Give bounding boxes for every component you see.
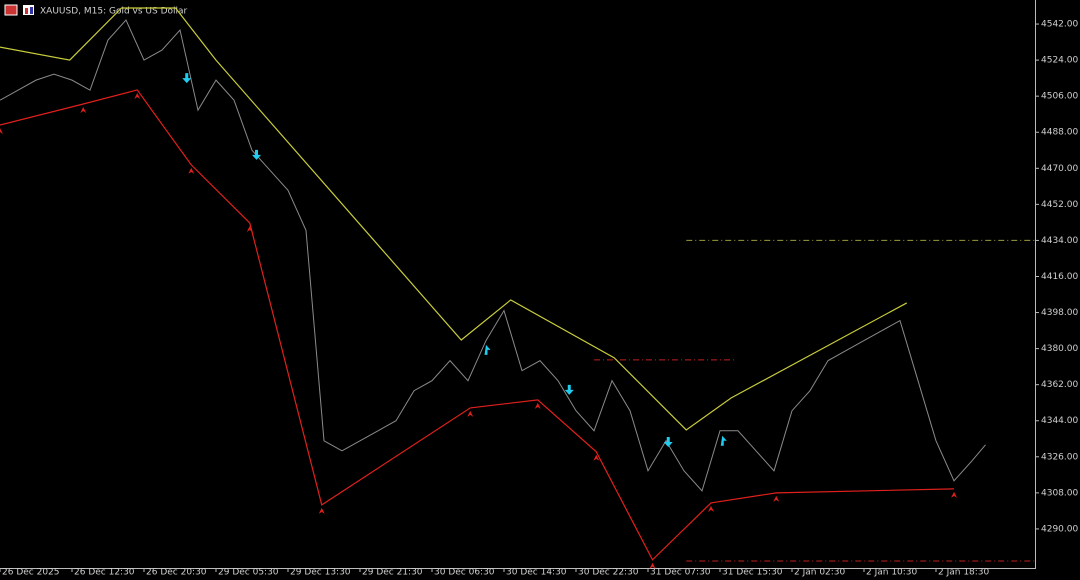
signal-arrow-up (720, 435, 727, 446)
y-tick-label: 4434.00 (1041, 236, 1078, 246)
y-tick-label: 4326.00 (1041, 452, 1078, 462)
pivot-marker (188, 167, 195, 174)
signal-arrow-up (484, 344, 491, 355)
x-tick-label: 29 Dec 21:30 (362, 568, 423, 578)
pivot-marker (708, 505, 714, 512)
signal-arrow-down (564, 384, 574, 395)
pivot-marker (0, 128, 3, 135)
y-tick-label: 4488.00 (1041, 128, 1078, 138)
y-tick-label: 4524.00 (1041, 56, 1078, 66)
x-tick-label: 31 Dec 15:30 (722, 568, 783, 578)
x-tick-label: 30 Dec 06:30 (434, 568, 495, 578)
pivot-marker (773, 495, 780, 502)
x-tick-label: 30 Dec 14:30 (506, 568, 567, 578)
x-tick-label: 26 Dec 20:30 (146, 568, 207, 578)
y-tick-label: 4506.00 (1041, 92, 1078, 102)
x-tick-label: 31 Dec 07:30 (650, 568, 711, 578)
x-tick-label: 2 Jan 02:30 (794, 568, 846, 578)
x-tick-label: 26 Dec 2025 (2, 568, 60, 578)
y-tick-label: 4452.00 (1041, 200, 1078, 210)
x-tick-label: 29 Dec 13:30 (290, 568, 351, 578)
price-line (0, 19, 986, 492)
title-icon (4, 4, 34, 16)
y-tick-label: 4416.00 (1041, 272, 1078, 282)
zigzag-line (0, 89, 955, 561)
y-tick-label: 4290.00 (1041, 524, 1078, 534)
y-tick-label: 4542.00 (1041, 20, 1078, 30)
pivot-marker (318, 507, 325, 514)
signal-arrow-down (182, 73, 192, 84)
zigzag-line (0, 7, 908, 431)
x-tick-label: 26 Dec 12:30 (74, 568, 135, 578)
y-tick-label: 4398.00 (1041, 308, 1078, 318)
pivot-marker (246, 225, 253, 232)
y-tick-label: 4362.00 (1041, 380, 1078, 390)
pivot-marker (134, 92, 141, 99)
pivot-marker (593, 454, 600, 461)
y-tick-label: 4308.00 (1041, 488, 1078, 498)
y-tick-label: 4470.00 (1041, 164, 1078, 174)
pivot-marker (649, 562, 656, 569)
x-tick-label: 30 Dec 22:30 (578, 568, 639, 578)
pivot-marker (951, 491, 957, 498)
pivot-marker (80, 106, 87, 113)
y-tick-label: 4344.00 (1041, 416, 1078, 426)
y-tick-label: 4380.00 (1041, 344, 1078, 354)
chart-title: XAUUSD, M15: Gold vs US Dollar (40, 7, 188, 17)
x-tick-label: 2 Jan 10:30 (866, 568, 918, 578)
x-tick-label: 2 Jan 18:30 (938, 568, 990, 578)
pivot-marker (467, 410, 474, 417)
signal-arrow-down (252, 149, 261, 160)
signal-arrow-down (663, 436, 673, 447)
pivot-marker (534, 402, 541, 409)
x-tick-label: 29 Dec 05:30 (218, 568, 279, 578)
